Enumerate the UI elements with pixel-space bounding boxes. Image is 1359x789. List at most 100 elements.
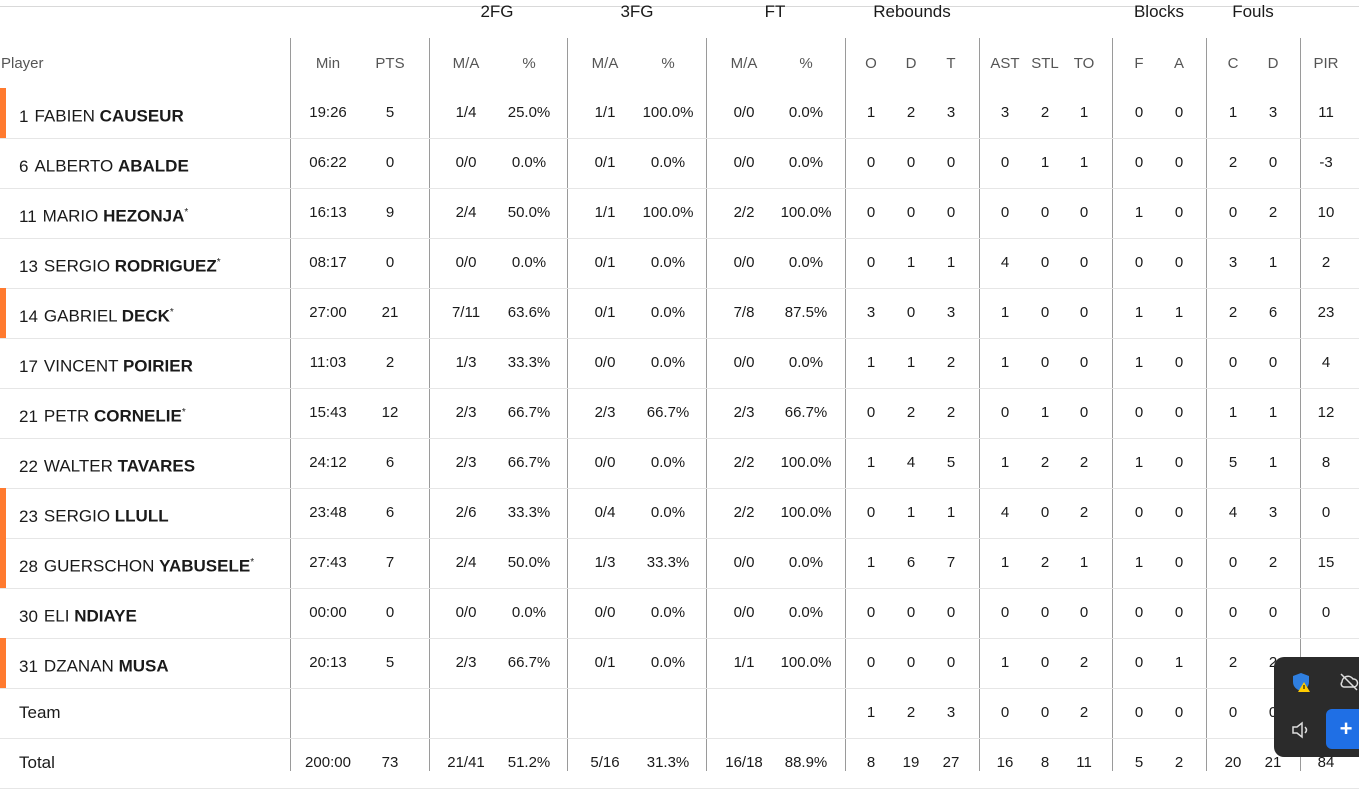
column-header-pts[interactable]: PTS [375,55,405,72]
column-header-fd[interactable]: D [1267,55,1279,72]
cell-min: 23:48 [309,504,347,521]
column-header-ba[interactable]: A [1173,55,1185,72]
player-name[interactable]: 14 GABRIEL DECK* [19,288,174,338]
player-last-name: NDIAYE [74,606,137,626]
player-name[interactable]: 17 VINCENT POIRIER [19,338,193,388]
cell-to: 2 [1079,504,1089,521]
shield-warning-icon[interactable] [1286,667,1316,697]
column-header-fg3-pct[interactable]: % [661,55,675,72]
cell-fc: 0 [1228,354,1238,371]
cell-fc: 5 [1228,454,1238,471]
column-header-fg2-pct[interactable]: % [522,55,536,72]
column-header-d[interactable]: D [905,55,917,72]
cell-o: 1 [866,354,876,371]
cell-stl: 0 [1040,504,1050,521]
cell-ba: 0 [1174,504,1184,521]
cell-stl: 0 [1040,704,1050,721]
player-last-name: LLULL [114,506,169,526]
column-header-fg2-ma[interactable]: M/A [452,55,480,72]
cell-fc: 3 [1228,254,1238,271]
cell-ast: 0 [1000,604,1010,621]
column-header-ast[interactable]: AST [990,55,1020,72]
cell-fd: 1 [1268,454,1278,471]
player-name[interactable]: 11 MARIO HEZONJA* [19,188,188,238]
column-header-stl[interactable]: STL [1031,55,1059,72]
highlight-marker [0,288,6,338]
player-number: 13 [19,256,38,276]
column-header-fg3-ma[interactable]: M/A [591,55,619,72]
cell-o: 1 [866,104,876,121]
column-header-t[interactable]: T [946,55,956,72]
column-header-ft-ma[interactable]: M/A [730,55,758,72]
top-divider [0,6,1359,7]
cell-fg3-ma: 2/3 [594,404,616,421]
cell-pir: -3 [1319,154,1333,171]
cell-fg3-pct: 31.3% [646,754,690,771]
cell-pts: 12 [381,404,399,421]
cell-ba: 0 [1174,204,1184,221]
cell-pir: 10 [1317,204,1335,221]
cell-fg3-ma: 0/1 [594,154,616,171]
column-header-min[interactable]: Min [315,55,341,72]
player-name[interactable]: 31 DZANAN MUSA [19,638,169,688]
cell-fg3-ma: 1/1 [594,204,616,221]
player-name[interactable]: 1 FABIEN CAUSEUR [19,88,184,138]
cell-ft-ma: 0/0 [733,154,755,171]
cell-fg3-pct: 0.0% [650,654,686,671]
starter-marker: * [184,207,189,218]
cell-t: 27 [942,754,960,771]
cell-fg2-ma: 21/41 [447,754,485,771]
player-name[interactable]: 28 GUERSCHON YABUSELE* [19,538,254,588]
cell-t: 1 [946,254,956,271]
cell-min: 16:13 [309,204,347,221]
cell-fg2-ma: 0/0 [455,604,477,621]
column-header-pir[interactable]: PIR [1313,55,1339,72]
player-name[interactable]: 30 ELI NDIAYE [19,588,137,638]
cell-d: 6 [906,554,916,571]
cell-ast: 4 [1000,504,1010,521]
cell-to: 1 [1079,104,1089,121]
table-row: 14 GABRIEL DECK* 27:00 21 7/11 63.6% 0/1 0.0% 7/… [0,288,1359,339]
player-name[interactable]: 23 SERGIO LLULL [19,488,169,538]
add-icon[interactable]: + [1326,709,1359,749]
player-name[interactable]: 13 SERGIO RODRIGUEZ* [19,238,221,288]
cell-ft-ma: 0/0 [733,254,755,271]
cell-fg2-pct: 66.7% [507,654,551,671]
cell-fg3-ma: 1/3 [594,554,616,571]
cell-ast: 1 [1000,304,1010,321]
cell-pts: 5 [385,104,395,121]
player-last-name: CORNELIE [94,406,182,426]
player-first-name: FABIEN [34,106,95,126]
column-header-o[interactable]: O [865,55,877,72]
player-name[interactable]: 21 PETR CORNELIE* [19,388,186,438]
cell-ast: 0 [1000,154,1010,171]
column-header-ft-pct[interactable]: % [799,55,813,72]
column-header-player[interactable]: Player [1,55,44,72]
column-divider [1112,38,1113,771]
cell-fc: 4 [1228,504,1238,521]
cell-fc: 1 [1228,104,1238,121]
cell-bf: 0 [1134,704,1144,721]
cell-d: 2 [906,404,916,421]
cell-t: 0 [946,204,956,221]
cell-pir: 8 [1321,454,1331,471]
column-header-to[interactable]: TO [1073,55,1095,72]
column-divider [1300,38,1301,771]
column-header-bf[interactable]: F [1134,55,1144,72]
column-header-fc[interactable]: C [1227,55,1239,72]
cell-t: 1 [946,504,956,521]
cell-stl: 2 [1040,554,1050,571]
cell-fg3-ma: 0/1 [594,654,616,671]
player-name[interactable]: 6 ALBERTO ABALDE [19,138,189,188]
cell-ba: 0 [1174,704,1184,721]
table-row: 30 ELI NDIAYE 00:00 0 0/0 0.0% 0/0 0.0% 0/0 0.0% 0… [0,588,1359,639]
cell-ast: 0 [1000,704,1010,721]
cloud-off-icon[interactable] [1334,667,1359,697]
total-row: Total 200:00 73 21/41 51.2% 5/16 31.3% 16/18 88.… [0,738,1359,789]
group-header-blk: Blocks [1133,2,1185,21]
player-name[interactable]: 22 WALTER TAVARES [19,438,195,488]
speaker-icon[interactable] [1286,715,1316,745]
cell-fg2-pct: 0.0% [511,254,547,271]
cell-ft-ma: 0/0 [733,104,755,121]
cell-t: 5 [946,454,956,471]
